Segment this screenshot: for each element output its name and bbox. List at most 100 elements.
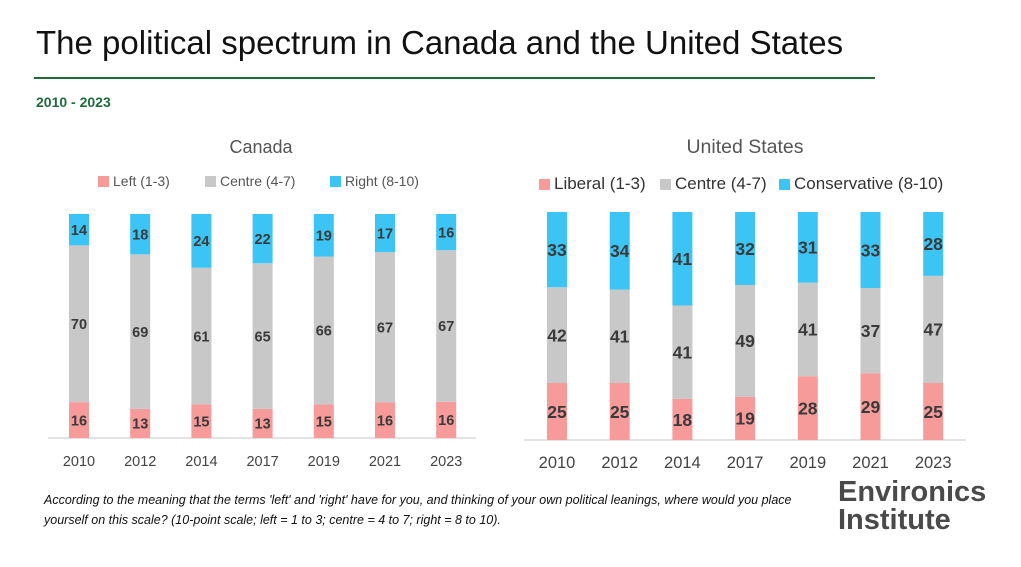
us-tick-label-2017: 2017: [727, 454, 764, 472]
us-bar-2023-0: [923, 383, 944, 440]
canada-bar-2014-1: [191, 267, 212, 405]
us-legend-swatch-1: [660, 179, 671, 190]
us-data-label-2017-2: 32: [735, 239, 755, 259]
us-chart-title: United States: [686, 136, 803, 158]
us-data-label-2017-1: 49: [735, 331, 755, 351]
us-bar-2021-1: [860, 288, 881, 374]
canada-tick-label-2014: 2014: [185, 454, 217, 470]
canada-legend-label-0: Left (1-3): [113, 173, 170, 189]
date-range: 2010 - 2023: [36, 94, 111, 110]
canada-data-label-2021-2: 17: [377, 226, 393, 242]
canada-chart-title: Canada: [229, 137, 293, 157]
us-data-label-2010-0: 25: [547, 402, 567, 422]
us-data-label-2014-2: 41: [673, 249, 693, 269]
canada-tick-label-2010: 2010: [63, 454, 95, 470]
us-bar-2021-0: [860, 373, 881, 440]
canada-bar-2012-0: [130, 408, 151, 438]
us-bar-2019-0: [797, 376, 818, 440]
canada-legend-swatch-2: [330, 176, 341, 187]
us-data-label-2010-2: 33: [547, 240, 567, 260]
us-tick-label-2010: 2010: [539, 454, 576, 472]
us-data-label-2014-0: 18: [673, 410, 693, 430]
canada-bar-2014-2: [191, 214, 212, 268]
us-data-label-2019-1: 41: [798, 320, 818, 340]
canada-bar-2023-2: [436, 214, 457, 251]
us-bar-2012-1: [609, 289, 630, 383]
us-bar-2010-1: [547, 287, 567, 383]
us-data-label-2014-1: 41: [673, 343, 693, 363]
canada-data-label-2019-2: 19: [316, 229, 332, 245]
canada-tick-label-2012: 2012: [124, 454, 156, 470]
canada-data-label-2019-1: 66: [316, 324, 332, 340]
canada-data-label-2017-2: 22: [255, 232, 271, 248]
canada-data-label-2023-1: 67: [438, 319, 454, 335]
us-legend-label-2: Conservative (8-10): [794, 174, 943, 193]
canada-bar-2021-1: [375, 252, 395, 403]
us-bar-2023-2: [923, 212, 944, 276]
us-bar-2023-1: [923, 275, 944, 383]
canada-legend-swatch-1: [205, 176, 216, 187]
us-tick-label-2019: 2019: [789, 454, 826, 472]
us-tick-label-2023: 2023: [915, 454, 952, 472]
us-data-label-2017-0: 19: [735, 409, 755, 429]
us-bar-2017-1: [735, 284, 756, 397]
us-data-label-2021-2: 33: [861, 240, 881, 260]
canada-bar-2010-0: [69, 402, 89, 438]
canada-data-label-2023-2: 16: [438, 225, 454, 241]
canada-data-label-2014-1: 61: [193, 329, 209, 345]
canada-data-label-2019-0: 15: [316, 414, 332, 430]
canada-data-label-2023-0: 16: [438, 413, 454, 429]
canada-bar-2010-1: [69, 245, 89, 403]
canada-bar-2023-0: [436, 401, 457, 438]
us-data-label-2012-2: 34: [610, 241, 630, 261]
canada-bar-2014-0: [191, 404, 212, 438]
canada-legend-swatch-0: [98, 176, 109, 187]
us-legend-label-0: Liberal (1-3): [554, 174, 646, 193]
title-divider: [34, 77, 875, 79]
us-bar-2017-0: [735, 396, 756, 440]
canada-tick-label-2021: 2021: [369, 454, 401, 470]
canada-tick-label-2017: 2017: [246, 454, 278, 470]
us-data-label-2019-2: 31: [798, 238, 818, 258]
us-tick-label-2021: 2021: [852, 454, 889, 472]
us-bar-2012-2: [609, 212, 630, 290]
us-bar-2014-1: [672, 305, 693, 399]
us-data-label-2012-1: 41: [610, 327, 630, 347]
us-bar-2014-2: [672, 212, 693, 306]
canada-data-label-2017-0: 13: [255, 417, 271, 433]
us-bar-2019-1: [797, 282, 818, 377]
environics-logo: Environics Institute: [838, 476, 987, 536]
survey-question-note: According to the meaning that the terms …: [44, 493, 792, 527]
logo-line-1: Environics: [838, 476, 987, 508]
canada-data-label-2014-2: 24: [193, 234, 209, 250]
us-legend-label-1: Centre (4-7): [675, 174, 767, 193]
canada-data-label-2010-0: 16: [71, 413, 87, 429]
canada-data-label-2010-1: 70: [71, 317, 87, 333]
us-data-label-2023-0: 25: [923, 402, 943, 422]
canada-bar-2021-0: [375, 402, 395, 438]
canada-bar-2021-2: [375, 214, 395, 253]
us-data-label-2023-1: 47: [923, 320, 942, 340]
canada-data-label-2012-1: 69: [132, 325, 148, 341]
canada-bar-2012-2: [130, 214, 151, 255]
us-data-label-2019-0: 28: [798, 398, 818, 418]
canada-data-label-2012-2: 18: [132, 227, 148, 243]
us-bar-2014-0: [672, 398, 693, 440]
canada-data-label-2021-0: 16: [377, 413, 393, 429]
us-bar-2019-2: [797, 212, 818, 283]
canada-bar-2019-1: [313, 256, 334, 405]
us-bar-2021-2: [860, 212, 881, 288]
canada-legend-label-2: Right (8-10): [345, 173, 419, 189]
us-tick-label-2012: 2012: [601, 454, 638, 472]
canada-bar-2019-2: [313, 214, 334, 257]
canada-data-label-2021-1: 67: [377, 320, 393, 336]
canada-data-label-2014-0: 15: [193, 414, 209, 430]
us-data-label-2021-1: 37: [861, 321, 880, 341]
us-data-label-2012-0: 25: [610, 402, 630, 422]
canada-tick-label-2019: 2019: [308, 454, 340, 470]
logo-line-2: Institute: [838, 504, 951, 536]
canada-bar-2017-1: [252, 263, 273, 409]
us-tick-label-2014: 2014: [664, 454, 701, 472]
canada-data-label-2010-2: 14: [71, 223, 87, 239]
